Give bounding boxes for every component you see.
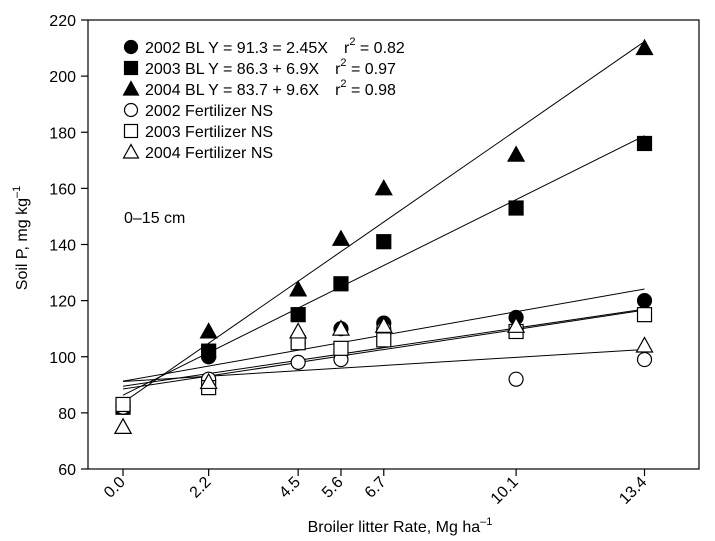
legend-marker bbox=[123, 60, 139, 76]
x-axis-label: Broiler litter Rate, Mg ha–1 bbox=[308, 516, 493, 536]
legend-marker bbox=[123, 123, 139, 139]
data-point bbox=[508, 371, 524, 387]
data-point bbox=[376, 332, 392, 348]
x-tick-label: 4.5 bbox=[276, 474, 304, 502]
data-point bbox=[636, 307, 653, 323]
data-points bbox=[113, 38, 654, 434]
legend-label: 2002 Fertilizer NS bbox=[145, 103, 273, 120]
data-point bbox=[333, 276, 349, 292]
data-point bbox=[199, 322, 218, 339]
legend-label: 2004 BL Y = 83.7 + 9.6X r2 = 0.98 bbox=[145, 78, 396, 99]
y-tick-label: 140 bbox=[49, 238, 76, 255]
legend-label: 2003 Fertilizer NS bbox=[145, 124, 273, 141]
data-point bbox=[374, 179, 393, 196]
data-point bbox=[374, 316, 393, 333]
data-point bbox=[376, 234, 392, 250]
y-tick-label: 60 bbox=[58, 462, 76, 479]
data-point bbox=[290, 354, 306, 370]
y-tick-label: 160 bbox=[49, 181, 76, 198]
data-point bbox=[636, 351, 653, 368]
data-point bbox=[636, 135, 653, 152]
data-point bbox=[331, 319, 351, 336]
y-tick-label: 120 bbox=[49, 294, 76, 311]
legend-marker bbox=[122, 80, 140, 96]
data-point bbox=[290, 307, 306, 323]
legend-marker bbox=[122, 143, 140, 159]
data-point bbox=[115, 396, 131, 413]
x-tick-label: 10.1 bbox=[488, 474, 522, 508]
y-tick-label: 100 bbox=[49, 350, 76, 367]
legend-label: 2003 BL Y = 86.3 + 6.9X r2 = 0.97 bbox=[145, 57, 396, 78]
data-point bbox=[507, 145, 526, 162]
fit-line bbox=[122, 41, 645, 403]
depth-annotation: 0–15 cm bbox=[124, 210, 185, 227]
data-point bbox=[635, 38, 654, 56]
y-axis-label: Soil P, mg kg–1 bbox=[11, 186, 31, 290]
x-tick-label: 6.7 bbox=[362, 474, 390, 502]
legend-label: 2004 Fertilizer NS bbox=[145, 145, 273, 162]
data-point bbox=[508, 200, 524, 216]
data-point bbox=[635, 336, 654, 353]
x-tick-label: 0.0 bbox=[101, 474, 129, 502]
data-point bbox=[113, 417, 133, 434]
x-tick-label: 5.6 bbox=[319, 474, 347, 502]
y-tick-label: 180 bbox=[49, 125, 76, 142]
x-tick-label: 2.2 bbox=[187, 474, 215, 502]
legend-marker bbox=[123, 102, 139, 118]
legend-label: 2002 BL Y = 91.3 = 2.45X r2 = 0.82 bbox=[145, 36, 405, 57]
data-point bbox=[507, 316, 526, 333]
data-point bbox=[289, 322, 308, 339]
y-tick-label: 220 bbox=[49, 13, 76, 30]
x-tick-label: 13.4 bbox=[616, 474, 650, 508]
data-point bbox=[331, 229, 351, 246]
data-point bbox=[333, 340, 349, 356]
data-point bbox=[201, 343, 217, 359]
y-tick-label: 200 bbox=[49, 69, 76, 86]
legend-marker bbox=[123, 39, 139, 55]
data-point bbox=[199, 372, 218, 390]
y-tick-label: 80 bbox=[58, 406, 76, 423]
data-point bbox=[289, 280, 308, 297]
data-point bbox=[636, 293, 653, 309]
